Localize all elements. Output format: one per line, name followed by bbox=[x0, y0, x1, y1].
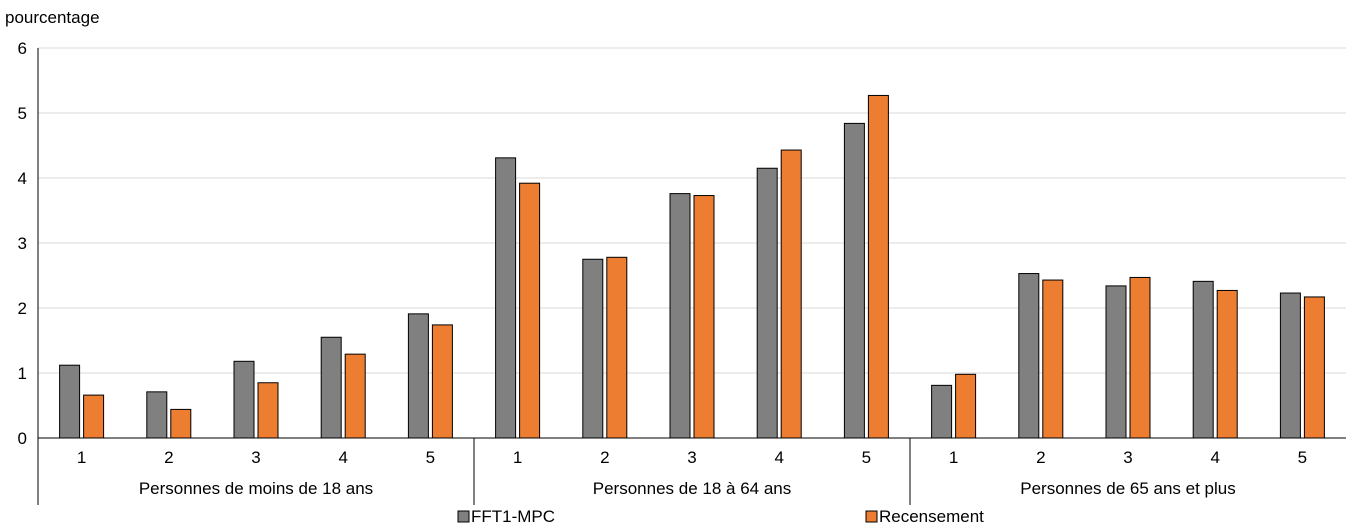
bar-fft1-mpc bbox=[1018, 273, 1040, 439]
bar-recensement bbox=[1042, 279, 1064, 439]
bar-fft1-mpc bbox=[582, 258, 604, 439]
x-tick-label: 3 bbox=[687, 448, 696, 467]
bar-series bbox=[59, 94, 1325, 439]
y-axis-label: pourcentage bbox=[5, 8, 100, 27]
bar-fft1-mpc bbox=[495, 157, 517, 439]
bar-fft1-mpc bbox=[320, 336, 342, 439]
y-tick-label: 4 bbox=[18, 169, 27, 188]
bar-recensement bbox=[780, 149, 802, 439]
y-tick-label: 0 bbox=[18, 429, 27, 448]
x-tick-label: 5 bbox=[426, 448, 435, 467]
bar-fft1-mpc bbox=[931, 384, 953, 439]
x-tick-label: 2 bbox=[1036, 448, 1045, 467]
x-tick-label: 5 bbox=[1298, 448, 1307, 467]
group-label: Personnes de moins de 18 ans bbox=[139, 479, 373, 498]
x-tick-label: 4 bbox=[338, 448, 347, 467]
bar-recensement bbox=[257, 382, 279, 439]
x-tick-label: 3 bbox=[251, 448, 260, 467]
bar-recensement bbox=[1129, 276, 1151, 439]
bar-fft1-mpc bbox=[1105, 285, 1127, 439]
bar-fft1-mpc bbox=[59, 364, 81, 439]
bar-fft1-mpc bbox=[756, 167, 778, 439]
x-tick-label: 2 bbox=[164, 448, 173, 467]
x-tick-label: 1 bbox=[949, 448, 958, 467]
bar-recensement bbox=[344, 353, 366, 439]
bar-fft1-mpc bbox=[407, 313, 429, 439]
bar-recensement bbox=[1303, 296, 1325, 439]
group-label: Personnes de 18 à 64 ans bbox=[593, 479, 791, 498]
x-tick-label: 4 bbox=[774, 448, 783, 467]
bar-fft1-mpc bbox=[1279, 292, 1301, 439]
legend-swatch bbox=[457, 510, 470, 523]
y-tick-label: 6 bbox=[18, 39, 27, 58]
legend-label: FFT1-MPC bbox=[471, 507, 555, 526]
y-axis-ticks: 0 1 2 3 4 5 6 bbox=[18, 39, 39, 448]
legend-swatch bbox=[865, 510, 878, 523]
bar-fft1-mpc bbox=[843, 122, 865, 439]
bar-fft1-mpc bbox=[233, 360, 255, 439]
bar-recensement bbox=[867, 94, 889, 439]
x-axis: 1 2 3 4 5 Personnes de moins de 18 ans 1 2 3 4 5 Pe… bbox=[37, 437, 1346, 505]
x-tick-label: 3 bbox=[1123, 448, 1132, 467]
x-tick-label: 5 bbox=[862, 448, 871, 467]
x-tick-label: 2 bbox=[600, 448, 609, 467]
bar-fft1-mpc bbox=[146, 391, 168, 439]
bar-recensement bbox=[1216, 289, 1238, 439]
x-tick-label: 4 bbox=[1210, 448, 1219, 467]
legend-label: Recensement bbox=[879, 507, 984, 526]
bar-recensement bbox=[693, 195, 715, 439]
x-tick-label: 1 bbox=[77, 448, 86, 467]
y-tick-label: 5 bbox=[18, 104, 27, 123]
legend: FFT1-MPC Recensement bbox=[457, 507, 984, 526]
y-tick-label: 3 bbox=[18, 234, 27, 253]
gridlines bbox=[38, 47, 1346, 374]
bar-recensement bbox=[431, 324, 453, 439]
bar-recensement bbox=[83, 394, 105, 439]
y-tick-label: 2 bbox=[18, 299, 27, 318]
bar-recensement bbox=[519, 182, 541, 439]
x-tick-label: 1 bbox=[513, 448, 522, 467]
group-label: Personnes de 65 ans et plus bbox=[1020, 479, 1235, 498]
bar-recensement bbox=[955, 373, 977, 439]
bar-fft1-mpc bbox=[1192, 280, 1214, 439]
y-tick-label: 1 bbox=[18, 364, 27, 383]
bar-recensement bbox=[606, 256, 628, 439]
bar-recensement bbox=[170, 408, 192, 439]
bar-fft1-mpc bbox=[669, 193, 691, 439]
